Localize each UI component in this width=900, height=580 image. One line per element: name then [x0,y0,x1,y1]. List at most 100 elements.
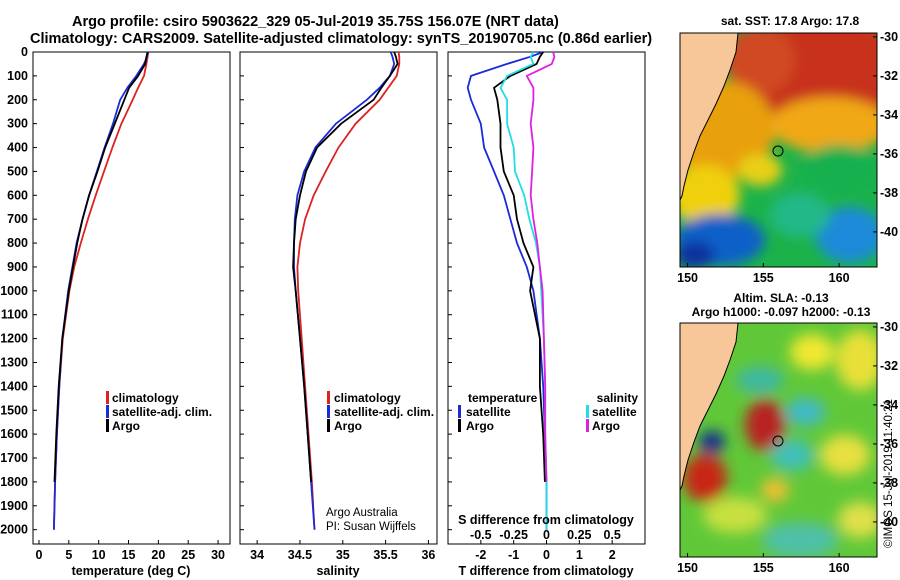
profile-curves [53,51,556,530]
sla-map [680,323,877,557]
depth-tick-label: 1000 [0,284,28,298]
sla-map-title-1: Altim. SLA: -0.13 [733,291,829,305]
sla-map-frame [679,322,878,558]
s-difference-tick-label: 0.25 [567,528,591,542]
t-difference-tick-label: 1 [576,548,583,562]
temperature-panel-frame [32,51,231,545]
legend-swatch-argo [106,419,109,432]
depth-tick-label: 1800 [0,475,28,489]
series-line-argo [292,51,399,482]
map-lat-tick-label: -30 [880,320,898,334]
sst-coastline [680,33,739,201]
sst-map-title: sat. SST: 17.8 Argo: 17.8 [721,14,860,28]
t-difference-tick-label: 0 [543,548,550,562]
legend-salinity-title: salinity [597,391,639,405]
map-lat-tick-label: -40 [880,225,898,239]
salinity-tick-label: 36 [421,548,435,562]
legend-climatology: climatology [112,391,179,405]
depth-tick-label: 100 [7,69,28,83]
depth-tick-label: 1700 [0,451,28,465]
depth-tick-label: 0 [21,45,28,59]
map-lat-tick-label: -34 [880,108,898,122]
depth-tick-label: 200 [7,93,28,107]
t-difference-tick-label: 2 [609,548,616,562]
legend-s-satellite: satellite [592,405,637,419]
legend-swatch-argo [327,419,330,432]
t-difference-axis-label: T difference from climatology [458,564,633,578]
legend-swatch-climatology [327,391,330,404]
legend-satellite: satellite-adj. clim. [112,405,212,419]
sla-field [683,330,877,557]
sst-map [680,33,877,267]
depth-tick-label: 900 [7,260,28,274]
depth-tick-label: 1500 [0,403,28,417]
depth-tick-label: 400 [7,141,28,155]
title-line-2: Climatology: CARS2009. Satellite-adjuste… [30,31,652,47]
series-line-climatology [296,51,401,530]
map-lon-tick-label: 160 [829,561,850,575]
depth-tick-label: 1400 [0,379,28,393]
salinity-tick-label: 35 [336,548,350,562]
depth-tick-label: 600 [7,188,28,202]
depth-tick-label: 1600 [0,427,28,441]
s-difference-title: S difference from climatology [458,513,634,527]
map-lat-tick-label: -32 [880,359,898,373]
legend-satellite: satellite-adj. clim. [334,405,434,419]
t-difference-tick-label: -1 [508,548,519,562]
imos-stamp: ©IMOS 15-Jul-2019 11:40:21 [883,399,895,548]
legend-swatch-satellite [327,405,330,418]
sst-field [680,33,877,267]
legend-s-argo: Argo [592,419,620,433]
legend-t-satellite: satellite [466,405,511,419]
series-line-t-argo [493,51,546,482]
depth-tick-label: 300 [7,117,28,131]
sst-map-frame [679,32,878,268]
depth-tick-label: 700 [7,212,28,226]
legend-swatch-climatology [106,391,109,404]
depth-tick-label: 1900 [0,499,28,513]
map-lat-tick-label: -34 [880,398,898,412]
series-line-s-satellite [499,51,548,530]
sla-land [680,323,738,490]
map-lon-tick-label: 150 [677,561,698,575]
series-line-s-argo [525,51,556,482]
depth-axis: 0 100 200 300 400 500 600 700 800 900 1000 1100 1200… [0,45,452,537]
map-lon-tick-label: 155 [753,561,774,575]
series-line-argo [53,51,149,482]
map-lat-tick-label: -30 [880,30,898,44]
depth-tick-label: 2000 [0,523,28,537]
salinity-tick-label: 34.5 [288,548,312,562]
legend-t-argo: Argo [466,419,494,433]
map-lat-tick-label: -38 [880,476,898,490]
legend-temperature-title: temperature [468,391,538,405]
sst-argo-marker [772,145,784,157]
legend-swatch-satellite [106,405,109,418]
temperature-tick-label: 10 [92,548,106,562]
depth-tick-label: 1100 [1,308,28,322]
legend-argo: Argo [334,419,362,433]
s-difference-tick-label: -0.25 [499,528,528,542]
s-difference-tick-label: 0 [543,528,550,542]
title-line-1: Argo profile: csiro 5903622_329 05-Jul-2… [72,14,559,30]
map-lat-tick-label: -38 [880,186,898,200]
salinity-tick-label: 34 [250,548,264,562]
credit-line-2: PI: Susan Wijffels [326,521,416,533]
legend-climatology: climatology [334,391,401,405]
salinity-panel-frame [239,51,438,545]
s-difference-tick-label: 0.5 [603,528,620,542]
map-axes: 150 155 160 -30 -32 -34 -36 -38 -40 150 155 160 -30 -… [677,30,898,575]
t-difference-tick-label: -2 [475,548,486,562]
map-lon-tick-label: 155 [753,271,774,285]
temperature-tick-label: 20 [151,548,165,562]
legend-swatch-t-satellite [458,405,461,418]
map-lat-tick-label: -36 [880,437,898,451]
map-lat-tick-label: -32 [880,69,898,83]
temperature-axis-label: temperature (deg C) [72,564,191,578]
depth-tick-label: 1200 [0,332,28,346]
salinity-tick-label: 35.5 [373,548,397,562]
series-line-t-satellite [466,51,548,530]
temperature-tick-label: 15 [122,548,136,562]
depth-tick-label: 500 [7,164,28,178]
temperature-tick-label: 5 [65,548,72,562]
